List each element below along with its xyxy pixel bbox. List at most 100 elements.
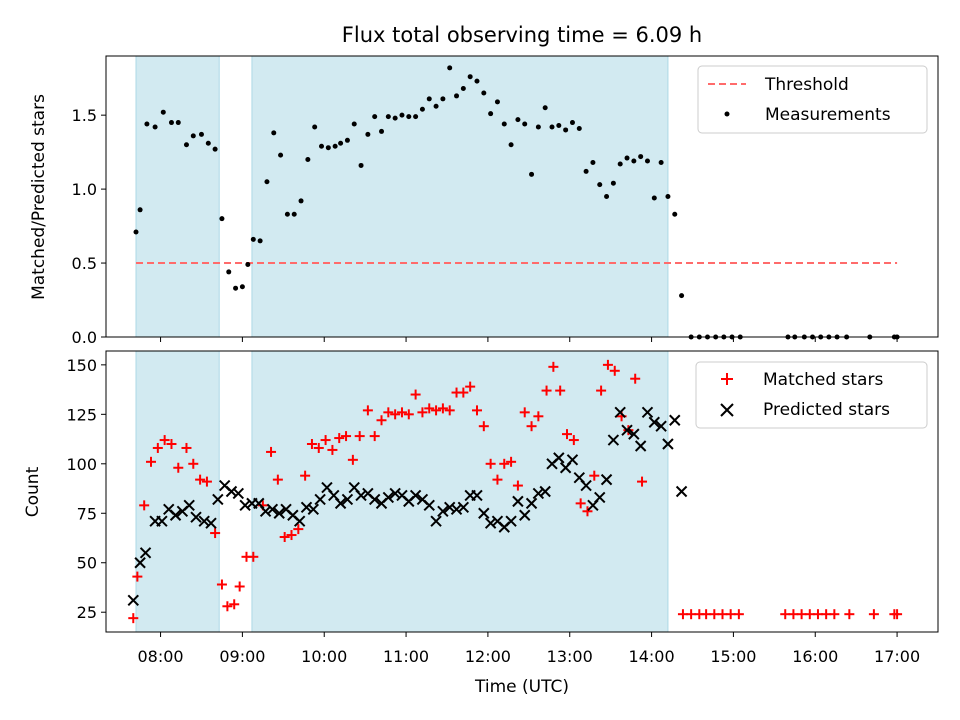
measurement-point-47 xyxy=(454,93,460,99)
predicted-star-point-4 xyxy=(156,515,168,527)
predicted-star-point-77 xyxy=(655,420,667,432)
legend-threshold-label: Threshold xyxy=(764,75,849,95)
measurement-point-12 xyxy=(219,216,225,222)
measurement-point-37 xyxy=(385,114,391,120)
matched-star-point-43 xyxy=(424,403,435,414)
measurement-point-74 xyxy=(638,154,644,160)
measurement-point-14 xyxy=(233,285,239,291)
predicted-star-point-66 xyxy=(580,479,592,492)
matched-star-point-20 xyxy=(266,446,277,457)
measurement-point-71 xyxy=(617,161,623,167)
predicted-star-point-69 xyxy=(600,473,613,486)
predicted-star-point-38 xyxy=(389,487,401,500)
bottom-observing-span-0 xyxy=(135,350,220,633)
measurement-point-0 xyxy=(133,229,139,235)
predicted-star-point-6 xyxy=(169,509,182,521)
predicted-star-point-0 xyxy=(127,594,139,607)
predicted-star-point-21 xyxy=(273,507,285,519)
xtick-label-8: 16:00 xyxy=(792,647,838,666)
bottom-y-axis: 25 50 75 100 125 150 xyxy=(66,356,106,622)
matched-star-point-66 xyxy=(582,506,593,517)
measurement-point-67 xyxy=(590,159,596,165)
measurement-point-62 xyxy=(556,123,562,129)
matched-star-point-14 xyxy=(222,601,233,612)
xtick-label-2: 10:00 xyxy=(301,647,347,666)
matched-star-point-68 xyxy=(596,385,607,396)
predicted-star-point-31 xyxy=(341,493,354,506)
matched-star-point-37 xyxy=(383,407,394,418)
predicted-star-point-1 xyxy=(134,557,146,569)
matched-star-point-38 xyxy=(390,409,401,420)
matched-star-point-8 xyxy=(181,442,192,453)
measurement-point-41 xyxy=(413,114,419,120)
measurement-point-32 xyxy=(351,121,357,127)
measurement-point-25 xyxy=(305,157,311,163)
matched-star-point-7 xyxy=(173,462,184,473)
x-axis: 08:00 09:00 10:00 11:00 12:00 13:00 14:00 15:00… xyxy=(138,632,920,666)
bottom-ytick-label-4: 125 xyxy=(66,405,97,424)
measurement-point-75 xyxy=(644,158,650,164)
matched-star-point-60 xyxy=(541,385,552,396)
matched-star-point-48 xyxy=(458,387,469,398)
xtick-label-0: 08:00 xyxy=(138,647,184,666)
chart-title: Flux total observing time = 6.09 h xyxy=(342,23,702,47)
bottom-ytick-label-3: 100 xyxy=(66,455,97,474)
measurement-point-60 xyxy=(542,105,548,111)
measurement-point-17 xyxy=(250,236,256,242)
measurement-point-57 xyxy=(522,121,528,127)
xtick-label-3: 11:00 xyxy=(383,647,429,666)
matched-star-point-5 xyxy=(159,435,170,446)
measurement-point-21 xyxy=(278,152,284,158)
matched-star-point-30 xyxy=(334,433,345,444)
measurement-point-48 xyxy=(460,86,466,92)
matched-star-point-35 xyxy=(369,431,380,442)
matched-star-point-55 xyxy=(506,456,517,467)
matched-star-point-1 xyxy=(132,571,143,582)
bottom-legend: Matched stars Predicted stars xyxy=(695,361,928,429)
matched-star-point-3 xyxy=(146,456,157,467)
matched-star-point-39 xyxy=(396,407,407,418)
matched-star-point-24 xyxy=(293,524,304,535)
measurement-point-16 xyxy=(245,262,251,268)
measurement-point-78 xyxy=(665,194,671,199)
predicted-star-point-30 xyxy=(334,497,347,510)
measurement-points xyxy=(133,65,900,340)
bottom-observing-span-1 xyxy=(251,350,669,633)
matched-star-point-51 xyxy=(478,421,489,432)
matched-star-point-4 xyxy=(152,442,163,453)
top-panel: 0.0 0.5 1.0 1.5 Matched/Predicted stars Thr… xyxy=(29,55,939,347)
predicted-star-point-73 xyxy=(628,428,640,440)
measurement-point-63 xyxy=(563,127,569,133)
predicted-star-point-41 xyxy=(409,489,422,502)
measurement-point-76 xyxy=(651,195,657,201)
measurement-point-8 xyxy=(190,133,196,139)
matched-star-point-61 xyxy=(548,361,559,372)
predicted-star-point-48 xyxy=(457,501,470,514)
measurement-point-27 xyxy=(319,143,325,149)
matched-star-point-74 xyxy=(637,476,648,487)
top-observing-spans xyxy=(135,55,669,338)
bottom-ytick-label-5: 150 xyxy=(66,356,97,375)
measurement-point-59 xyxy=(535,124,541,130)
matched-star-point-90 xyxy=(844,609,855,620)
matched-star-point-6 xyxy=(166,439,177,450)
predicted-star-point-37 xyxy=(382,491,395,504)
matched-star-point-27 xyxy=(313,442,324,453)
measurement-point-56 xyxy=(515,117,521,123)
top-ytick-label-2: 1.0 xyxy=(72,180,97,199)
top-y-axis: 0.0 0.5 1.0 1.5 xyxy=(72,106,106,347)
predicted-star-point-58 xyxy=(525,497,538,510)
measurement-point-72 xyxy=(624,155,630,161)
matched-star-point-21 xyxy=(272,474,283,485)
matched-star-point-15 xyxy=(229,599,240,610)
measurement-point-30 xyxy=(338,140,344,146)
matched-star-point-12 xyxy=(210,528,221,539)
measurement-point-73 xyxy=(631,158,637,164)
matched-star-point-11 xyxy=(201,476,212,487)
measurement-point-64 xyxy=(569,120,575,126)
predicted-star-point-15 xyxy=(232,487,245,500)
matched-star-point-82 xyxy=(733,609,744,620)
predicted-star-point-16 xyxy=(239,499,251,512)
measurement-point-42 xyxy=(419,106,425,112)
